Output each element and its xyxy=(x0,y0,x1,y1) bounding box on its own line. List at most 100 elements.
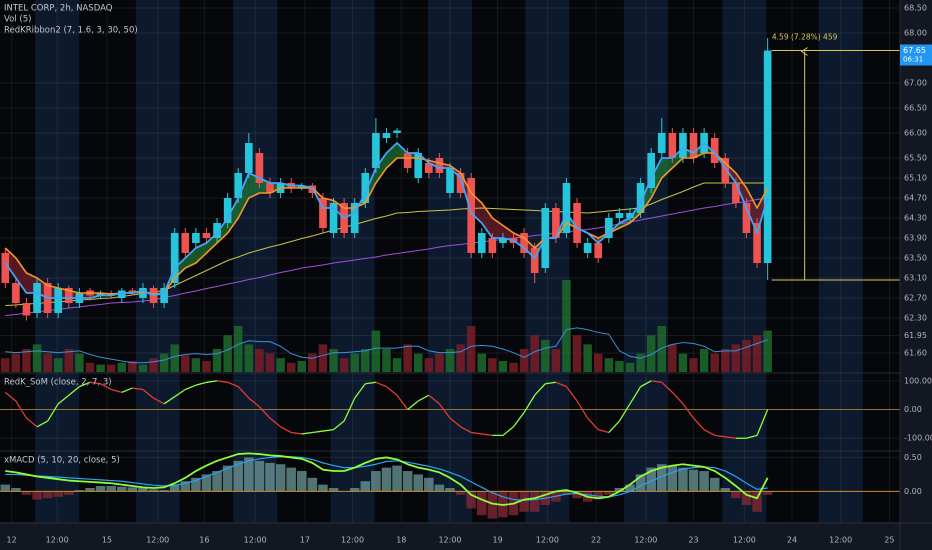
histogram-bar xyxy=(21,491,32,495)
x-tick-label: 12:00 xyxy=(438,536,461,545)
histogram-bar xyxy=(487,491,498,519)
volume-bar xyxy=(572,335,582,372)
volume-bar xyxy=(32,344,42,372)
histogram-bar xyxy=(254,460,265,492)
volume-bar xyxy=(361,349,370,372)
volume-bar xyxy=(699,349,709,372)
y-tick-label: 68.50 xyxy=(904,4,927,13)
x-tick-label: 12 xyxy=(7,536,17,545)
som-segment xyxy=(354,383,366,399)
x-tick-label: 25 xyxy=(884,536,894,545)
histogram-bar xyxy=(657,464,667,492)
som-segment xyxy=(608,420,620,433)
y-tick-label: 63.10 xyxy=(904,274,927,283)
x-tick-label: 12:00 xyxy=(829,536,852,545)
histogram-bar xyxy=(212,471,222,492)
histogram-bar xyxy=(455,491,466,495)
volume-bar xyxy=(742,339,751,372)
y-tick-label: 0.00 xyxy=(904,487,922,496)
histogram-bar xyxy=(85,488,95,492)
som-segment xyxy=(15,400,28,419)
volume-bar xyxy=(96,364,105,372)
candle-body xyxy=(128,290,137,293)
volume-bar xyxy=(22,349,31,372)
candle-body xyxy=(223,198,232,223)
y-tick-label: 61.95 xyxy=(904,331,927,340)
histogram-bar xyxy=(127,487,138,492)
histogram-bar xyxy=(614,488,625,492)
volume-bar xyxy=(752,335,762,372)
volume-bar xyxy=(625,362,635,372)
ribbon-fill xyxy=(15,258,27,293)
volume-bar xyxy=(159,353,169,372)
volume-bar xyxy=(689,358,698,372)
x-tick-label: 17 xyxy=(300,536,310,545)
som-segment xyxy=(682,403,695,419)
volume-bar xyxy=(509,362,518,372)
histogram-bar xyxy=(297,471,307,492)
candle-body xyxy=(54,288,63,313)
volume-bar xyxy=(286,362,296,372)
candle-body xyxy=(594,243,603,258)
histogram-bar xyxy=(731,491,741,499)
ribbon-fill xyxy=(238,173,249,218)
histogram-bar xyxy=(233,460,243,492)
volume-bar xyxy=(477,353,486,372)
volume-bar xyxy=(562,280,571,372)
histogram-bar xyxy=(572,491,582,499)
signal-line xyxy=(5,456,768,501)
volume-bar xyxy=(424,358,434,372)
volume-bar xyxy=(265,353,275,372)
x-tick-label: 12:00 xyxy=(46,536,69,545)
candle-body xyxy=(12,283,20,303)
som-segment xyxy=(651,380,662,383)
histogram-bar xyxy=(593,491,603,500)
som-segment xyxy=(121,387,133,393)
y-tick-label: 62.30 xyxy=(904,314,927,323)
som-title: RedK_SoM (close, 2, 7, 3) xyxy=(4,378,112,388)
ribbon-fill xyxy=(746,188,758,233)
ribbon-fill xyxy=(481,203,493,238)
volume-bar xyxy=(117,362,126,372)
histogram-bar xyxy=(561,491,572,495)
ribbon-title: RedKRibbon2 (7, 1.6, 3, 30, 50) xyxy=(4,26,138,36)
candle-body xyxy=(65,288,73,303)
macd-title: xMACD (5, 10, 20, close, 5) xyxy=(4,456,120,466)
som-segment xyxy=(502,426,514,436)
ribbon-fill xyxy=(492,218,503,238)
candle-body xyxy=(477,233,486,253)
volume-bar xyxy=(1,358,10,372)
volume-bar xyxy=(11,353,21,372)
histogram-bar xyxy=(318,484,328,492)
som-segment xyxy=(237,386,250,399)
candle-body xyxy=(583,243,592,253)
candle-body xyxy=(552,208,560,238)
x-tick-label: 12:00 xyxy=(341,536,364,545)
som-segment xyxy=(693,417,705,431)
x-tick-label: 22 xyxy=(591,536,601,545)
som-segment xyxy=(513,412,525,428)
som-segment xyxy=(227,381,239,388)
candle-body xyxy=(170,233,179,283)
histogram-bar xyxy=(159,490,169,492)
histogram-bar xyxy=(424,477,434,492)
histogram-bar xyxy=(741,491,752,506)
y-tick-label: 65.50 xyxy=(904,154,927,163)
som-segment xyxy=(386,386,398,396)
candle-body xyxy=(117,290,126,298)
som-segment xyxy=(79,381,91,388)
histogram-bar xyxy=(519,491,529,512)
volume-bar xyxy=(498,360,508,372)
volume-bar xyxy=(212,349,222,372)
x-tick-label: 12:00 xyxy=(536,536,559,545)
histogram-bar xyxy=(74,490,85,492)
candle-body xyxy=(615,213,624,218)
countdown-label: 06:31 xyxy=(903,56,923,64)
candle-body xyxy=(742,203,751,233)
volume-bar xyxy=(466,326,476,372)
session-band xyxy=(330,0,375,522)
x-tick-label: 12:00 xyxy=(146,536,169,545)
candle-body xyxy=(414,153,423,178)
volume-bar xyxy=(202,360,211,372)
